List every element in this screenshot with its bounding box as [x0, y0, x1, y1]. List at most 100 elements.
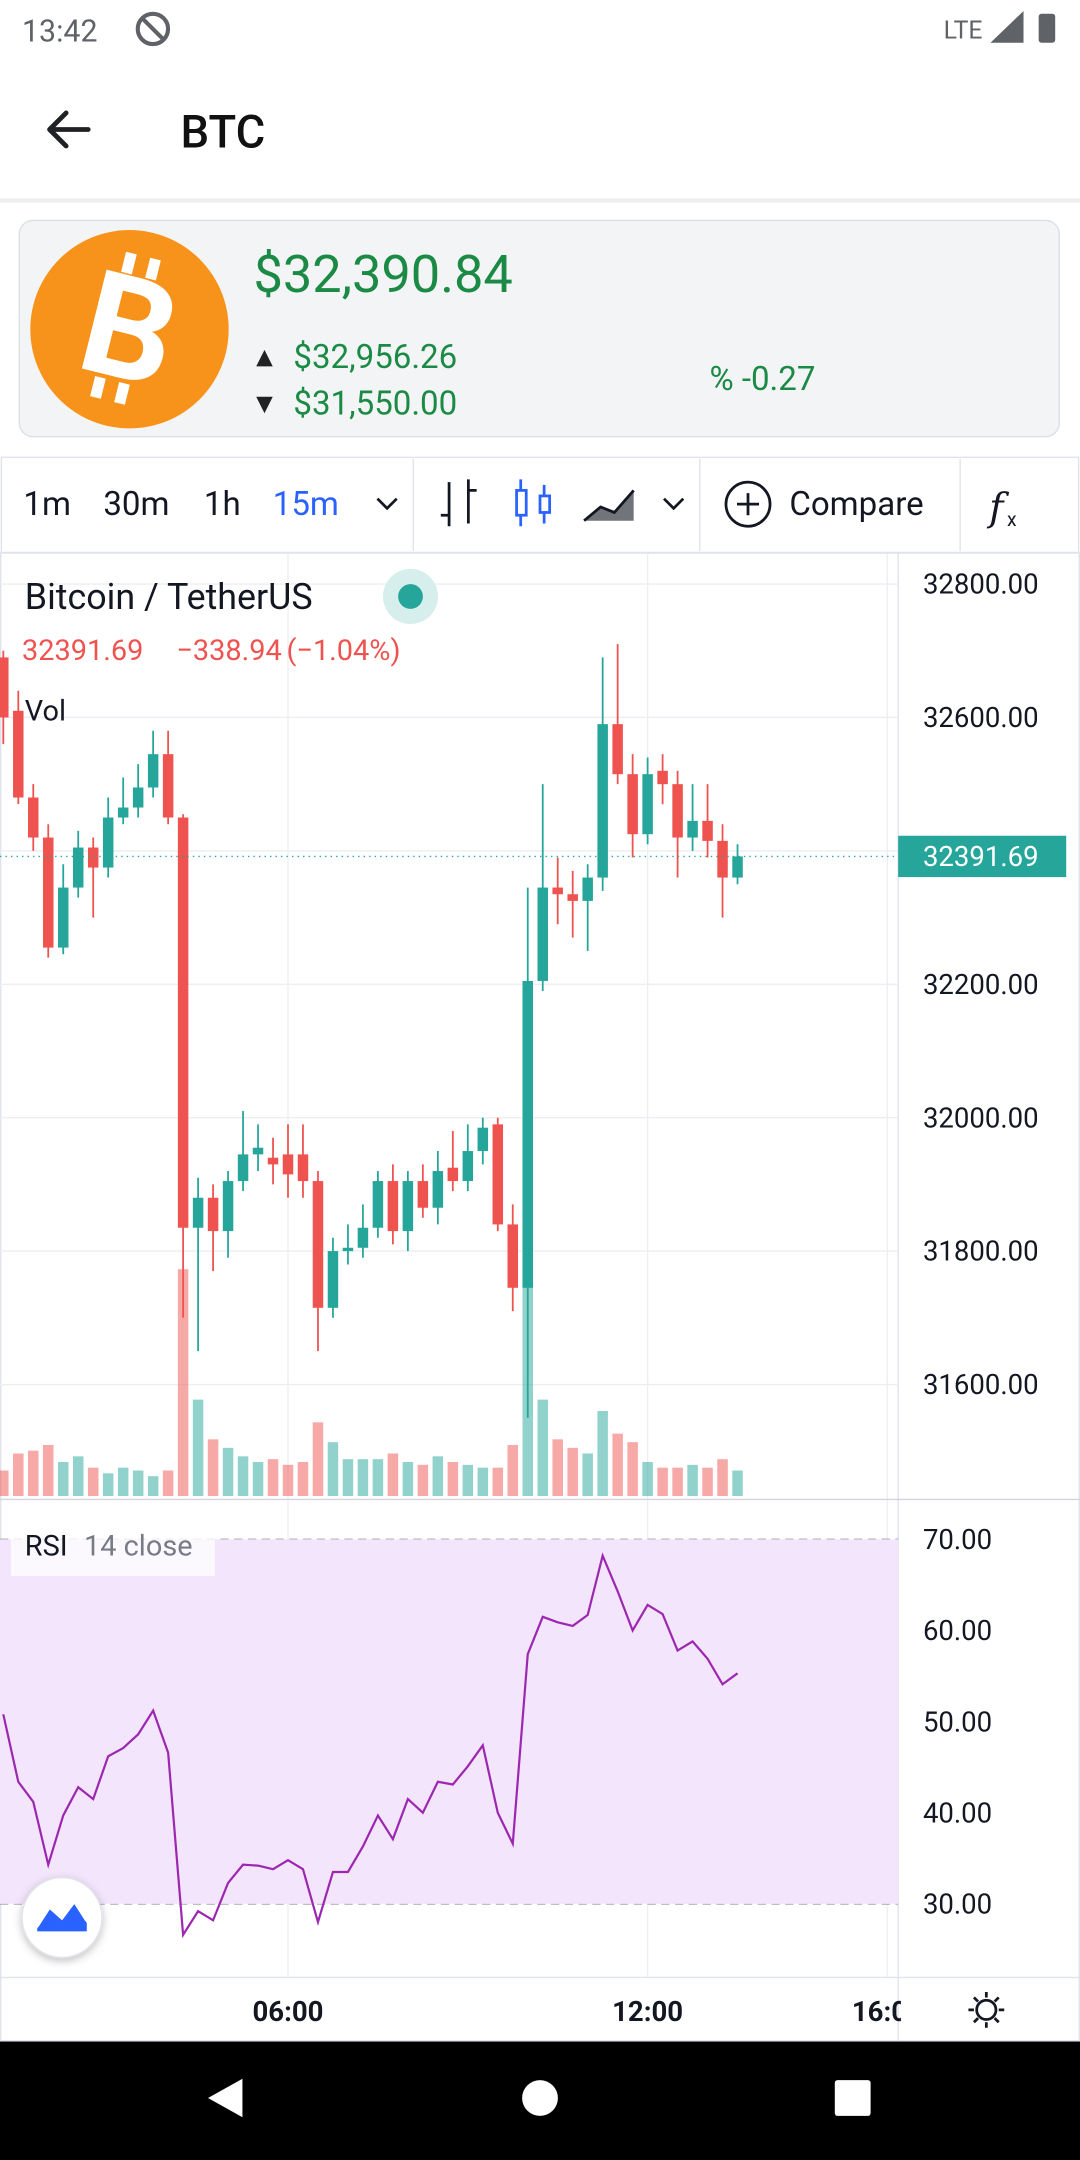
candle-body [297, 1154, 309, 1182]
volume-bar [267, 1459, 279, 1497]
volume-bar [132, 1470, 144, 1497]
candle-body [72, 847, 84, 888]
volume-bar [372, 1459, 384, 1497]
app-title: BTC [180, 106, 265, 159]
interval-button[interactable]: 1h [204, 485, 241, 524]
volume-bar [43, 1444, 54, 1497]
change-percent: % -0.27 [709, 360, 815, 399]
volume-bar [147, 1476, 159, 1497]
candle-body [147, 754, 159, 788]
candles-layer [0, 644, 899, 1418]
status-icon [135, 11, 171, 47]
volume-bar [642, 1462, 653, 1497]
volume-bar [552, 1439, 563, 1497]
candle-body [732, 856, 743, 878]
rsi-band [0, 1539, 899, 1904]
price: $32,390.84 [253, 243, 512, 305]
candle-body [657, 770, 668, 785]
y-tick-label: 30.00 [923, 1888, 992, 1921]
y-tick-label: 31600.00 [923, 1368, 1039, 1401]
status-time: 13:42 [22, 14, 97, 49]
volume-bar [192, 1399, 204, 1497]
volume-bar [102, 1473, 114, 1497]
y-tick-label: 50.00 [923, 1705, 992, 1738]
y-tick-label: 32600.00 [923, 701, 1039, 734]
y-tick-label: 60.00 [923, 1614, 992, 1647]
candle-body [462, 1151, 474, 1182]
legend-change-percent: (−1.04%) [287, 634, 401, 668]
volume-bar [732, 1470, 743, 1497]
interval-button[interactable]: 30m [103, 485, 169, 524]
volume-bar [597, 1410, 608, 1497]
candle-body [672, 784, 683, 838]
candle-body [627, 774, 638, 835]
interval-button[interactable]: 1m [23, 485, 71, 524]
volume-bar [282, 1464, 294, 1497]
area-style-button[interactable] [583, 489, 635, 522]
candle-body [117, 807, 129, 818]
candle-body [537, 887, 548, 981]
y-tick-label: 32800.00 [923, 568, 1039, 601]
candle-body [177, 817, 189, 1228]
coin-logo: B [30, 230, 229, 429]
compare-button[interactable]: Compare [789, 485, 923, 524]
volume-bar [717, 1459, 728, 1497]
candle-body [387, 1181, 399, 1232]
candle-body [432, 1171, 444, 1208]
volume-bar [477, 1467, 489, 1497]
volume-bar [342, 1459, 354, 1497]
volume-bar [57, 1462, 69, 1497]
time-axis: 06:00 12:00 16:00 [253, 1995, 901, 2028]
style-dropdown[interactable] [663, 497, 685, 511]
candle-body [207, 1197, 219, 1232]
volume-bar [687, 1464, 698, 1497]
volume-bar [402, 1462, 414, 1497]
settings-button[interactable] [968, 1991, 1005, 2028]
interval-button-active[interactable]: 15m [273, 485, 339, 524]
volume-bar [252, 1462, 264, 1497]
interval-dropdown[interactable] [376, 497, 398, 511]
rsi-legend-bg [11, 1520, 215, 1576]
chart-frame [0, 552, 1080, 2042]
nav-home[interactable] [522, 2080, 558, 2116]
volume-bar [387, 1453, 399, 1497]
candle-body [0, 657, 9, 718]
nav-back[interactable] [208, 2078, 243, 2118]
back-button[interactable] [47, 110, 91, 149]
candle-body [402, 1181, 414, 1232]
candle-body [312, 1181, 324, 1308]
volume-bar [0, 1470, 9, 1497]
candle-body [192, 1197, 204, 1228]
app-bar-shadow [0, 198, 1080, 203]
candle-body [13, 710, 24, 798]
status-network: LTE [944, 17, 983, 46]
candle-body [222, 1181, 234, 1232]
volume-bar [222, 1447, 234, 1497]
rsi-line [2, 1552, 739, 1939]
svg-text:f: f [986, 486, 1009, 531]
volume-bar [177, 1269, 189, 1497]
candle-body [702, 820, 713, 841]
market-status [382, 568, 439, 625]
compare-icon[interactable] [724, 480, 772, 528]
last-price-box [898, 835, 1067, 878]
y-tick-label: 31800.00 [923, 1235, 1039, 1268]
battery-icon [1038, 13, 1056, 43]
candles-style-button[interactable] [515, 479, 552, 527]
bars-style-button[interactable] [440, 479, 477, 527]
candle-body [132, 787, 144, 808]
nav-recents[interactable] [834, 2080, 871, 2116]
volume-bar [117, 1467, 129, 1497]
candle-body [477, 1127, 489, 1152]
symbol-name: Bitcoin / TetherUS [25, 576, 313, 618]
candle-body [717, 840, 728, 878]
volume-bar [297, 1462, 309, 1497]
candle-body [237, 1154, 249, 1182]
logo-button[interactable] [21, 1876, 103, 1959]
y-tick-label: 32000.00 [923, 1101, 1039, 1134]
y-tick-label: 40.00 [923, 1796, 992, 1829]
svg-text:x: x [1007, 508, 1017, 531]
rsi-params: 14 close [84, 1529, 193, 1563]
volume-bar [207, 1439, 219, 1497]
